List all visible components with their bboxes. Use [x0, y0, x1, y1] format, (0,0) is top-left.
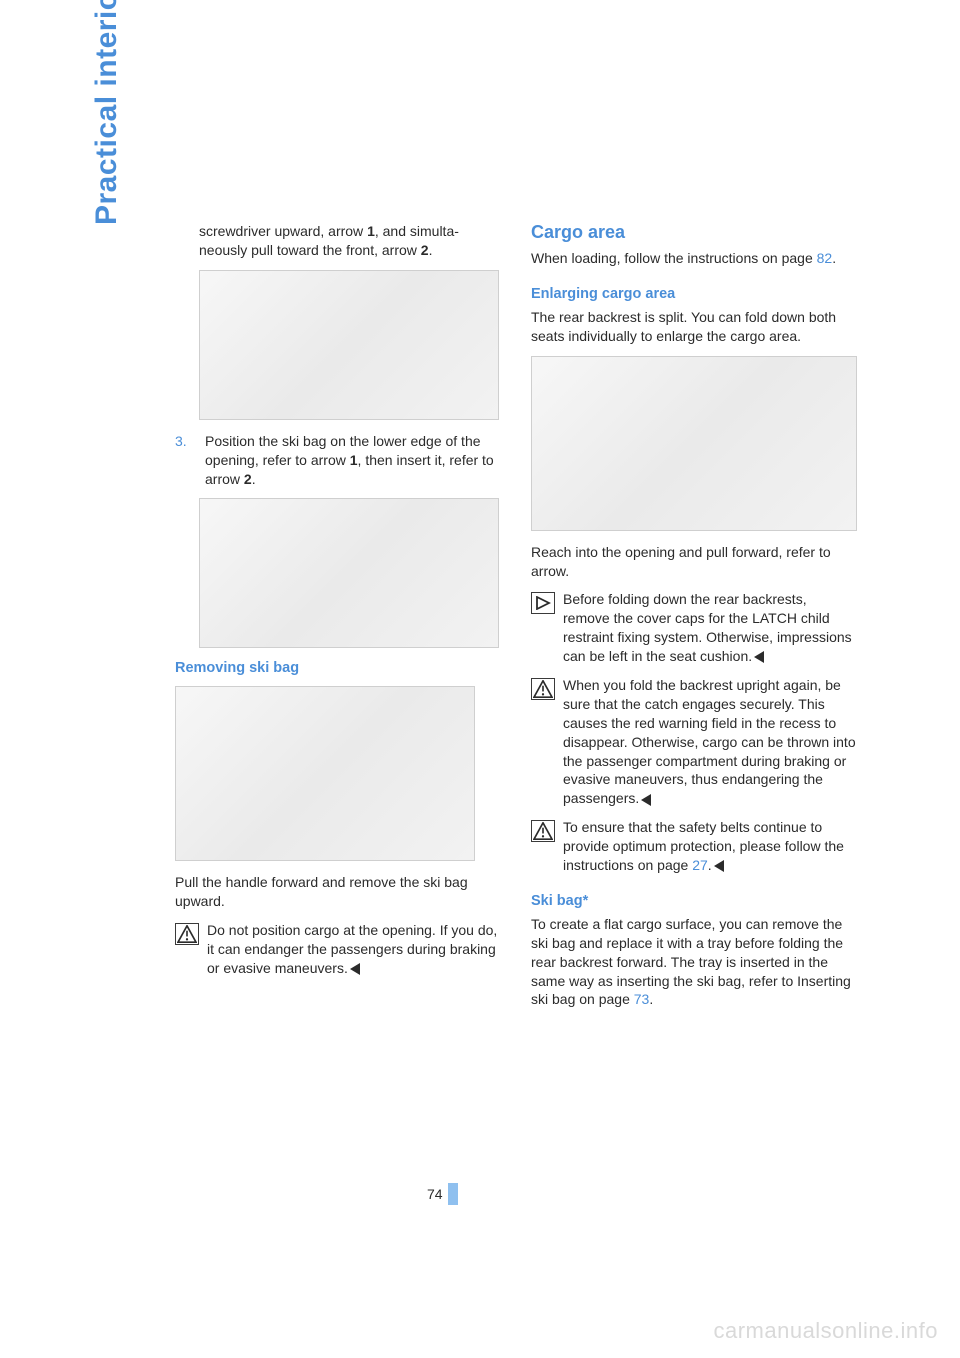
- end-mark-icon: [350, 963, 360, 975]
- right-column: Cargo area When loading, follow the inst…: [531, 222, 857, 1009]
- text-period: .: [429, 242, 433, 258]
- content-columns: screwdriver upward, arrow 1, and simulta…: [175, 222, 857, 1009]
- figure-remove-bag: [175, 686, 475, 861]
- text-frag: , and simulta-: [375, 223, 459, 239]
- warning-no-cargo: Do not position cargo at the opening. If…: [175, 921, 501, 978]
- paragraph-pull-handle: Pull the handle forward and remove the s…: [175, 873, 501, 911]
- page-marker: [448, 1183, 458, 1205]
- end-mark-icon: [714, 860, 724, 872]
- page-ref-73[interactable]: 73: [634, 991, 650, 1007]
- figure-screwdriver: [199, 270, 499, 420]
- arrow-num: 2: [421, 242, 429, 258]
- page: Practical interior accessories screwdriv…: [0, 0, 960, 1358]
- warning-text: When you fold the backrest upright again…: [563, 676, 857, 808]
- text-frag: When loading, follow the instructions on…: [531, 250, 817, 266]
- step-body: Position the ski bag on the lower edge o…: [205, 432, 501, 489]
- warning-belt: To ensure that the safety belts continue…: [531, 818, 857, 875]
- warning-fold: When you fold the backrest upright again…: [531, 676, 857, 808]
- arrow-num: 1: [367, 223, 375, 239]
- text-period: .: [649, 991, 653, 1007]
- paragraph-reach: Reach into the opening and pull forward,…: [531, 543, 857, 581]
- step-3: 3. Position the ski bag on the lower edg…: [175, 432, 501, 489]
- left-column: screwdriver upward, arrow 1, and simulta…: [175, 222, 501, 1009]
- note-icon: [531, 592, 555, 614]
- heading-enlarging: Enlarging cargo area: [531, 286, 857, 302]
- section-title-vertical: Practical interior accessories: [90, 0, 124, 225]
- end-mark-icon: [754, 651, 764, 663]
- arrow-num: 1: [350, 452, 358, 468]
- text-frag: screwdriver upward, arrow: [199, 223, 367, 239]
- text-period: .: [832, 250, 836, 266]
- heading-ski-bag: Ski bag*: [531, 893, 857, 909]
- continuation-text: screwdriver upward, arrow 1, and simulta…: [175, 222, 501, 260]
- text-period: .: [708, 857, 712, 873]
- text-frag: neously pull toward the front, arrow: [199, 242, 421, 258]
- footer-watermark: carmanualsonline.info: [713, 1318, 938, 1344]
- paragraph-enlarge: The rear backrest is split. You can fold…: [531, 308, 857, 346]
- figure-insert-bag: [199, 498, 499, 648]
- heading-cargo-area: Cargo area: [531, 222, 857, 243]
- note-text: Before folding down the rear backrests, …: [563, 590, 857, 666]
- page-number: 74: [427, 1186, 443, 1202]
- arrow-num: 2: [244, 471, 252, 487]
- end-mark-icon: [641, 794, 651, 806]
- text-period: .: [252, 471, 256, 487]
- text-frag: When you fold the backrest upright again…: [563, 677, 856, 806]
- warning-icon: [531, 678, 555, 700]
- text-frag: To create a flat cargo surface, you can …: [531, 916, 851, 1008]
- text-frag: Before folding down the rear backrests, …: [563, 591, 852, 664]
- warning-icon: [175, 923, 199, 945]
- heading-removing-ski-bag: Removing ski bag: [175, 660, 501, 676]
- note-latch: Before folding down the rear backrests, …: [531, 590, 857, 666]
- paragraph-ski-bag: To create a flat cargo surface, you can …: [531, 915, 857, 1009]
- warning-icon: [531, 820, 555, 842]
- page-ref-27[interactable]: 27: [692, 857, 708, 873]
- page-ref-82[interactable]: 82: [817, 250, 833, 266]
- step-number: 3.: [175, 432, 199, 489]
- warning-text: To ensure that the safety belts continue…: [563, 818, 857, 875]
- warning-text: Do not position cargo at the opening. If…: [207, 921, 501, 978]
- side-title-text: Practical interior accessories: [90, 0, 123, 225]
- figure-backrest: [531, 356, 857, 531]
- paragraph-loading: When loading, follow the instructions on…: [531, 249, 857, 268]
